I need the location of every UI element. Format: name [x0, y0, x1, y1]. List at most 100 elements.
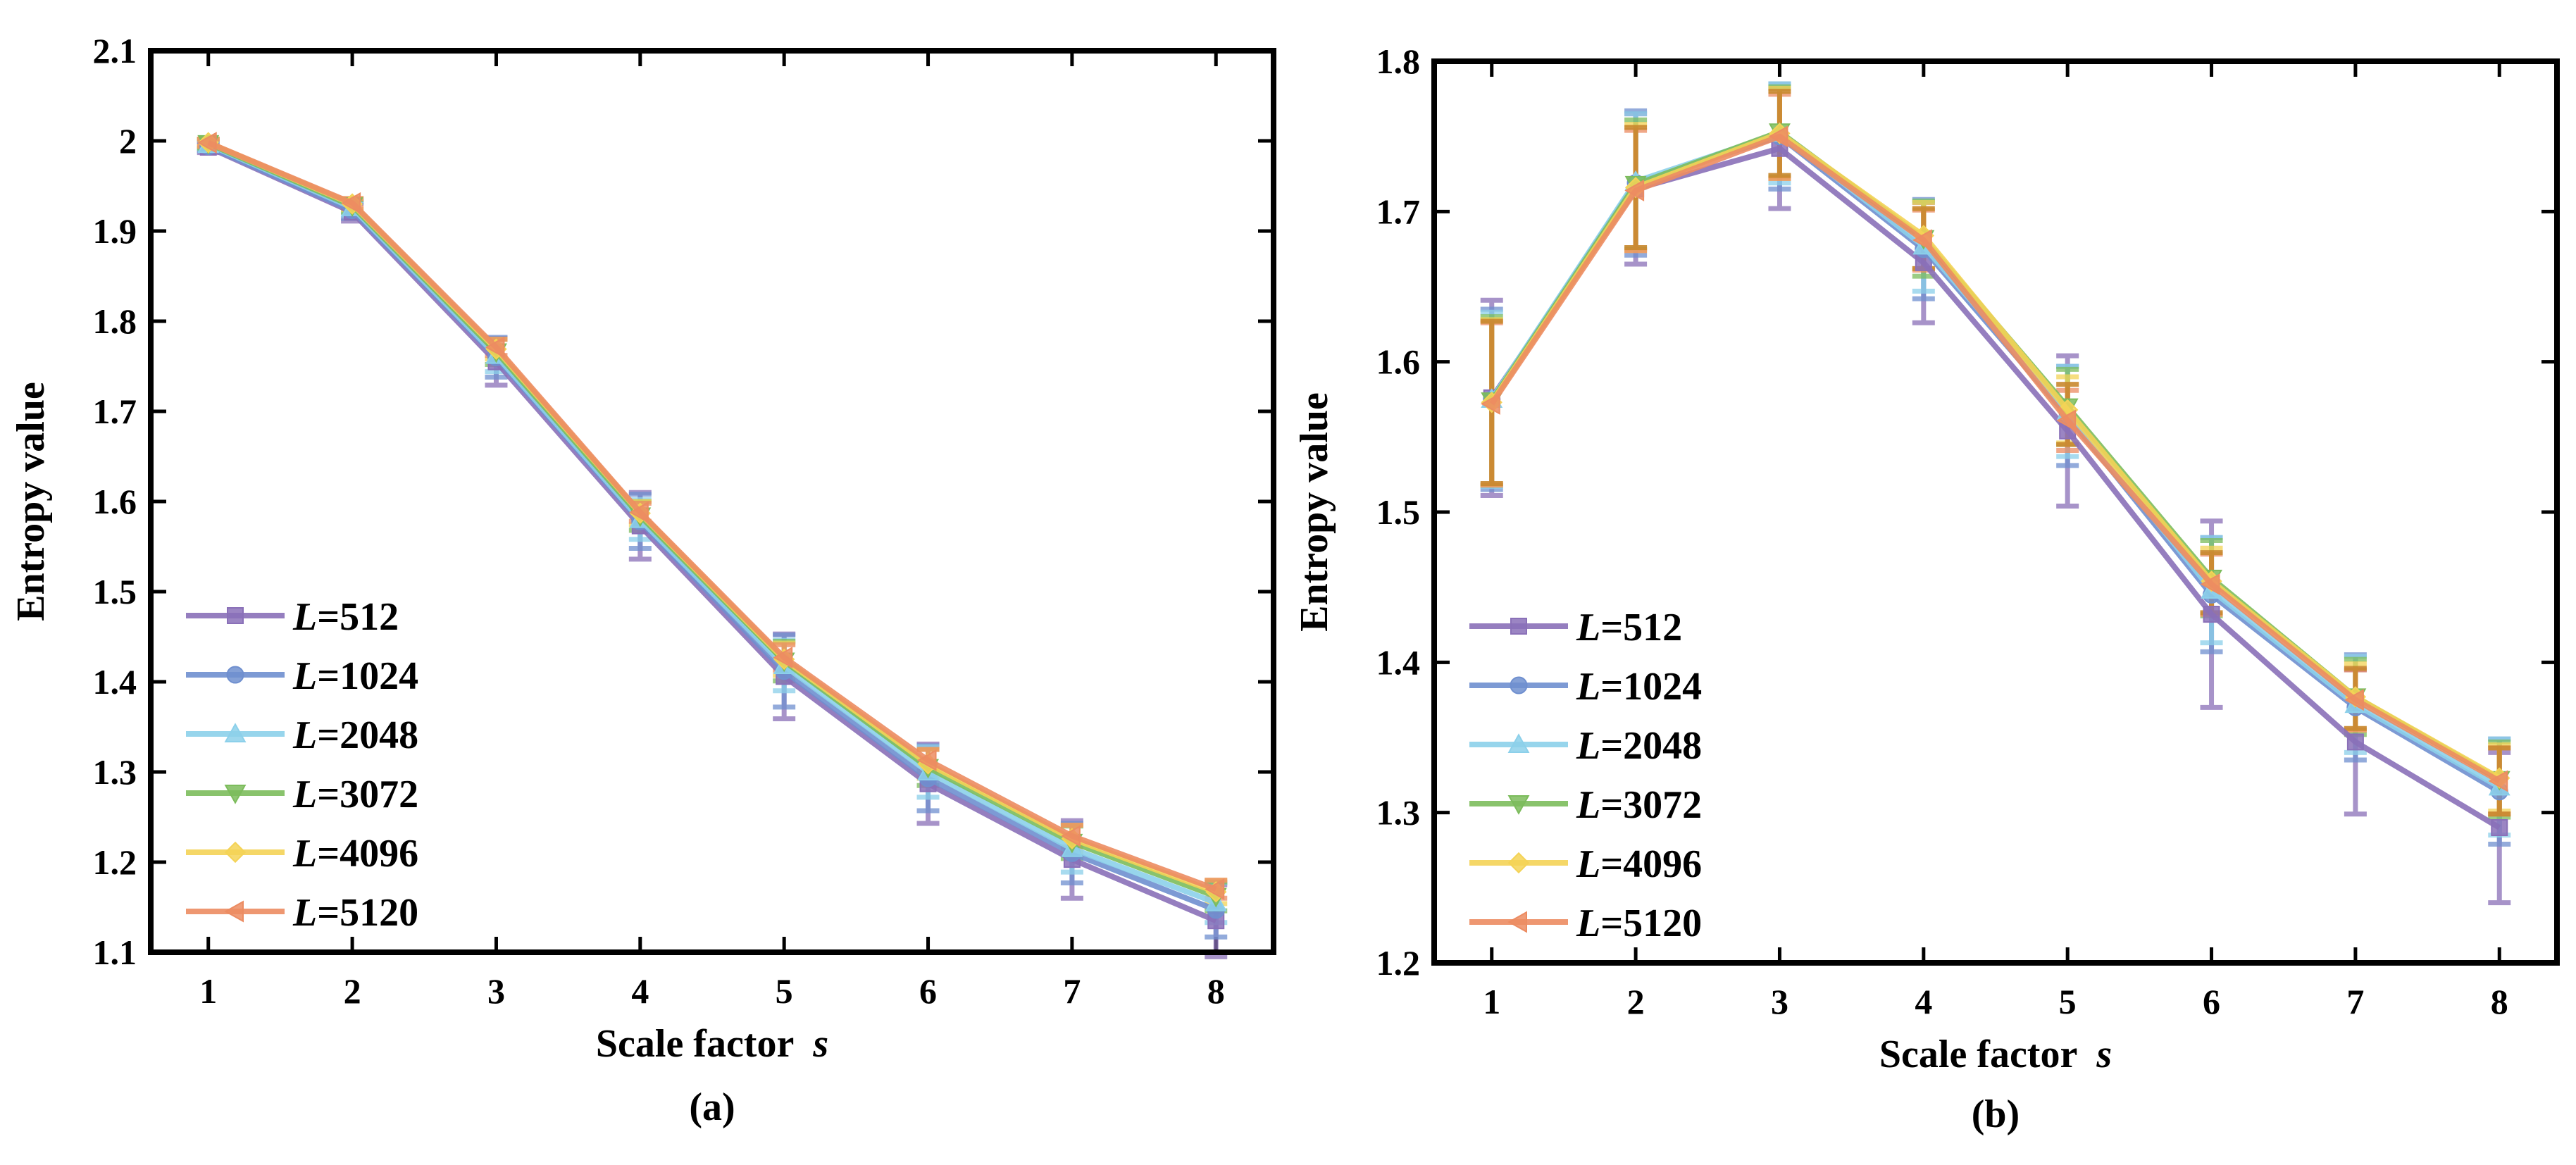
x-tick-label: 6	[919, 971, 937, 1011]
legend-marker	[224, 723, 247, 742]
x-tick-label: 1	[199, 971, 217, 1011]
x-tick-label: 3	[487, 971, 505, 1011]
y-tick-label: 1.6	[93, 482, 137, 521]
y-tick-label: 1.8	[1376, 42, 1421, 81]
legend-label-var: L	[1576, 724, 1600, 768]
data-point	[2056, 409, 2077, 432]
legend-item: L=512	[1469, 606, 1682, 649]
x-axis-label: Scale factor s	[1879, 1033, 2112, 1076]
legend-label-var: L	[1576, 783, 1600, 827]
legend-item: L=3072	[186, 773, 418, 816]
legend-label-value: =2048	[1600, 724, 1702, 768]
legend-label: L=4096	[1576, 842, 1702, 886]
x-axis-label-text: Scale factor	[596, 1022, 803, 1066]
x-tick-label: 6	[2203, 982, 2220, 1021]
x-tick-label: 4	[631, 971, 649, 1011]
x-axis-label-var: s	[2096, 1033, 2112, 1076]
y-tick-label: 1.4	[93, 662, 137, 702]
x-tick-label: 8	[1207, 971, 1225, 1011]
data-point	[2200, 573, 2220, 595]
x-tick-label: 5	[776, 971, 793, 1011]
legend-item: L=5120	[1469, 902, 1702, 945]
legend-marker	[1507, 733, 1530, 753]
x-axis-label-text: Scale factor	[1879, 1033, 2086, 1076]
x-axis-label: Scale factor s	[596, 1022, 828, 1066]
y-axis-label: Entropy value	[1293, 392, 1336, 632]
legend-item: L=2048	[1469, 724, 1702, 768]
x-tick-label: 7	[1063, 971, 1081, 1011]
legend-marker	[1507, 852, 1530, 874]
x-tick-label: 2	[1627, 982, 1645, 1021]
series-L5120	[197, 132, 1225, 900]
legend-marker	[1510, 618, 1527, 635]
legend-marker	[224, 900, 244, 923]
legend-label-var: L	[292, 714, 317, 757]
x-tick-label: 2	[344, 971, 361, 1011]
legend-label-value: =1024	[317, 654, 418, 698]
legend-marker	[224, 841, 247, 864]
series-L5120	[1480, 125, 2508, 792]
legend-item: L=4096	[1469, 842, 1702, 886]
y-tick-label: 2.1	[93, 31, 137, 70]
legend-label-var: L	[1576, 902, 1600, 945]
y-tick-label: 1.2	[93, 842, 137, 882]
y-tick-label: 1.2	[1376, 943, 1421, 983]
x-tick-label: 5	[2059, 982, 2077, 1021]
legend-item: L=1024	[1469, 665, 1702, 709]
y-tick-label: 1.3	[1376, 793, 1421, 833]
legend-label: L=3072	[292, 773, 418, 816]
y-tick-label: 1.6	[1376, 342, 1421, 382]
legend-label-var: L	[1576, 606, 1600, 649]
legend-label-value: =3072	[1600, 783, 1702, 827]
data-point	[1205, 878, 1225, 900]
data-point	[1480, 392, 1500, 415]
legend-label: L=4096	[292, 832, 418, 876]
legend-label-value: =512	[317, 595, 399, 639]
series-line	[207, 139, 1217, 892]
legend-marker	[227, 607, 244, 624]
data-point	[2346, 733, 2364, 751]
legend-item: L=512	[186, 595, 399, 639]
legend-label-var: L	[292, 832, 317, 876]
legend-marker	[224, 785, 247, 804]
legend-item: L=4096	[186, 832, 418, 876]
legend-label: L=2048	[1576, 724, 1702, 768]
legend-label-var: L	[292, 595, 317, 639]
legend-label-value: =512	[1600, 606, 1682, 649]
legend-label: L=2048	[292, 714, 418, 757]
y-tick-label: 1.8	[93, 301, 137, 341]
data-point	[2491, 819, 2508, 836]
legend-label: L=5120	[1576, 902, 1702, 945]
y-tick-label: 2	[119, 121, 137, 161]
legend-label-var: L	[1576, 842, 1600, 886]
legend-label-value: =3072	[317, 773, 418, 816]
legend-label-value: =4096	[317, 832, 418, 876]
x-axis-label-var: s	[812, 1022, 828, 1066]
x-tick-label: 1	[1483, 982, 1500, 1021]
data-point	[1768, 125, 1788, 148]
y-axis-label: Entropy value	[9, 382, 53, 621]
legend-label: L=1024	[292, 654, 418, 698]
x-tick-label: 7	[2346, 982, 2364, 1021]
legend-label-var: L	[292, 773, 317, 816]
y-tick-label: 1.5	[93, 572, 137, 611]
ticks-b: 1 2 3 4 5 6 7 8 1.2 1.3 1.4 1.5 1.6 1.7 1.8	[1376, 42, 2557, 1021]
data-point	[485, 336, 505, 359]
y-tick-label: 1.9	[93, 211, 137, 251]
y-tick-label: 1.5	[1376, 492, 1421, 532]
series-line	[1489, 133, 2501, 784]
legend-label-value: =5120	[317, 891, 418, 935]
legend-label: L=512	[292, 595, 399, 639]
data-point	[773, 646, 793, 668]
panel-b: 1 2 3 4 5 6 7 81.21.31.41.51.61.71.8L=512L=1024…	[1293, 42, 2560, 1136]
errorbars-b	[1480, 81, 2511, 906]
panel-a: 1 2 3 4 5 6 7 8 1.1 1.2 1.3 1.4 1.5 1.6 1.7 1.8 1.9 2 2.1 L…	[9, 31, 1276, 1129]
legend-label-value: =4096	[1600, 842, 1702, 886]
legend-label: L=512	[1576, 606, 1682, 649]
y-tick-label: 1.7	[93, 392, 137, 431]
data-point	[341, 192, 361, 214]
legend-marker	[226, 666, 244, 684]
legend-item: L=3072	[1469, 783, 1702, 827]
